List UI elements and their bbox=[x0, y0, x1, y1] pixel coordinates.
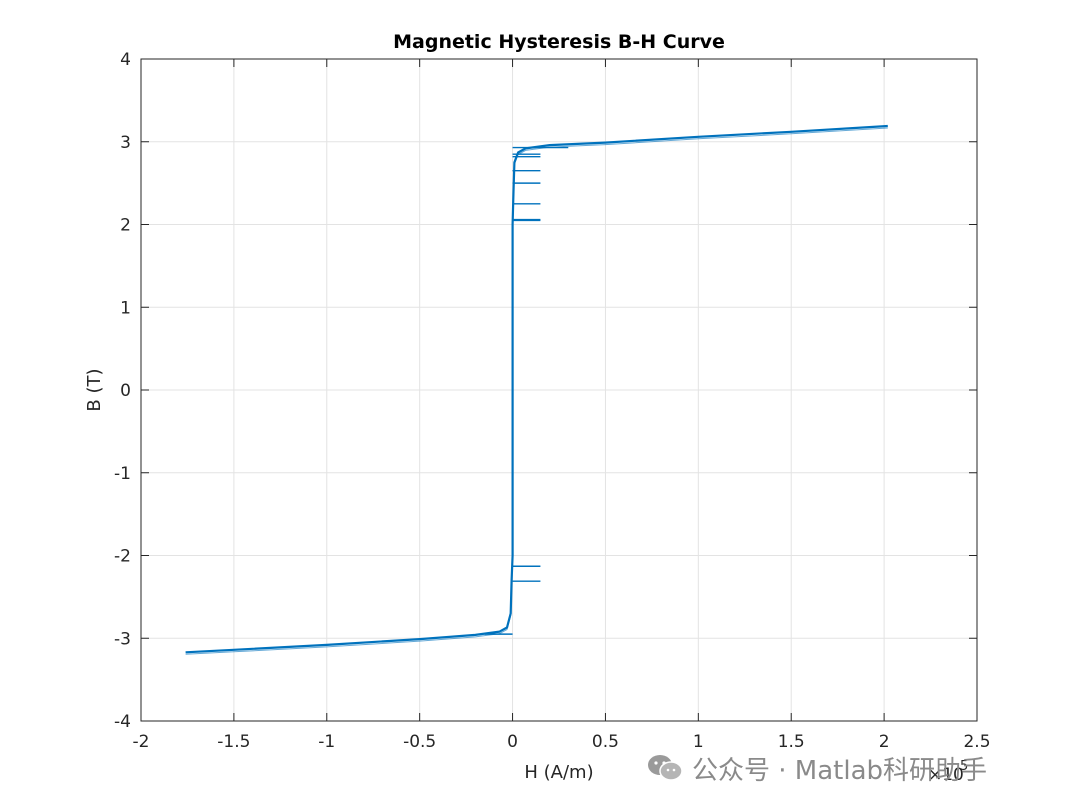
data-layer bbox=[185, 124, 888, 655]
watermark: 公众号 · Matlab科研助手 bbox=[646, 748, 987, 788]
x-axis-label: H (A/m) bbox=[524, 762, 593, 783]
y-tick-label: -2 bbox=[114, 547, 131, 567]
x-exponent-power: 5 bbox=[960, 759, 968, 774]
x-tick-label: -1 bbox=[318, 732, 335, 752]
y-tick-label: -4 bbox=[114, 712, 131, 732]
x-tick-label: 0 bbox=[507, 732, 518, 752]
chart-title: Magnetic Hysteresis B-H Curve bbox=[393, 31, 725, 53]
x-tick-label: -1.5 bbox=[217, 732, 250, 752]
y-tick-label: 2 bbox=[120, 216, 131, 236]
x-tick-label: 1 bbox=[693, 732, 704, 752]
ticks: -2 -1.5 -1 -0.5 0 0.5 1 1.5 2 2.5 -4 -3 -2 -1 0 1 2 3 4 bbox=[114, 50, 990, 752]
y-tick-label: 3 bbox=[120, 133, 131, 153]
x-exponent-base: ×10 bbox=[928, 765, 964, 785]
y-tick-label: -3 bbox=[114, 629, 131, 649]
y-tick-label: 4 bbox=[120, 50, 131, 70]
y-axis-label: B (T) bbox=[84, 368, 105, 411]
x-tick-label: 0.5 bbox=[592, 732, 619, 752]
x-exponent: ×10 5 bbox=[928, 759, 968, 785]
y-tick-label: 0 bbox=[120, 381, 131, 401]
x-tick-label: -2 bbox=[133, 732, 150, 752]
hysteresis-curve-noise bbox=[185, 127, 888, 655]
y-tick-label: -1 bbox=[114, 464, 131, 484]
watermark-text: 公众号 · Matlab科研助手 bbox=[692, 755, 988, 786]
wechat-icon bbox=[646, 752, 684, 784]
x-tick-label: -0.5 bbox=[403, 732, 436, 752]
x-tick-label: 2.5 bbox=[963, 732, 990, 752]
x-tick-label: 1.5 bbox=[778, 732, 805, 752]
y-tick-label: 1 bbox=[120, 298, 131, 318]
x-tick-label: 2 bbox=[879, 732, 890, 752]
